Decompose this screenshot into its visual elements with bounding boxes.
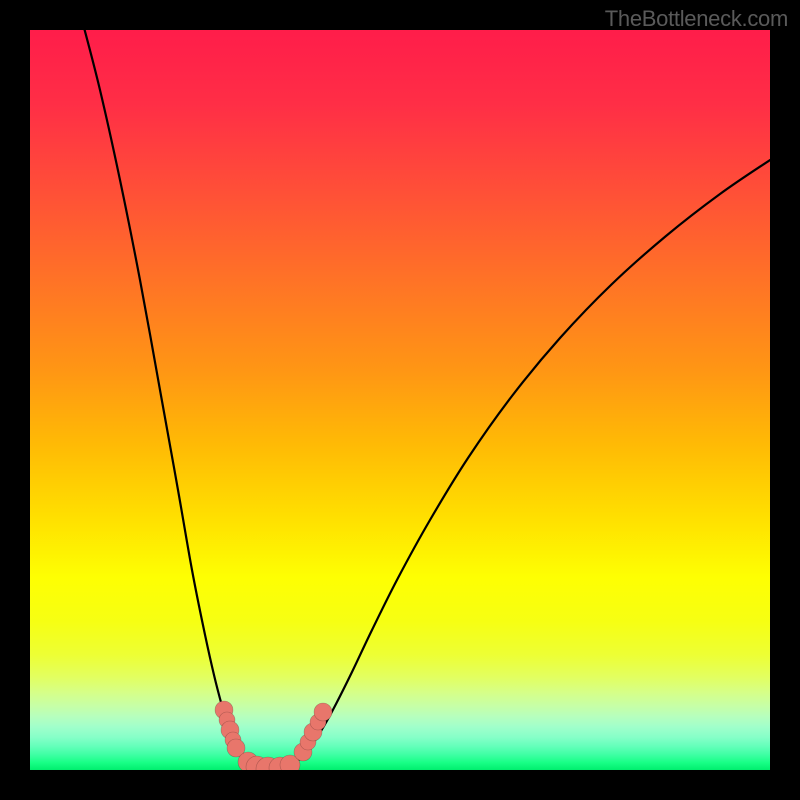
curve-right: [268, 160, 770, 770]
watermark-text: TheBottleneck.com: [605, 6, 788, 32]
data-markers: [215, 701, 332, 770]
plot-area: [30, 30, 770, 770]
bottleneck-curves: [30, 30, 770, 770]
marker-point: [314, 703, 332, 721]
curve-left: [82, 30, 268, 770]
